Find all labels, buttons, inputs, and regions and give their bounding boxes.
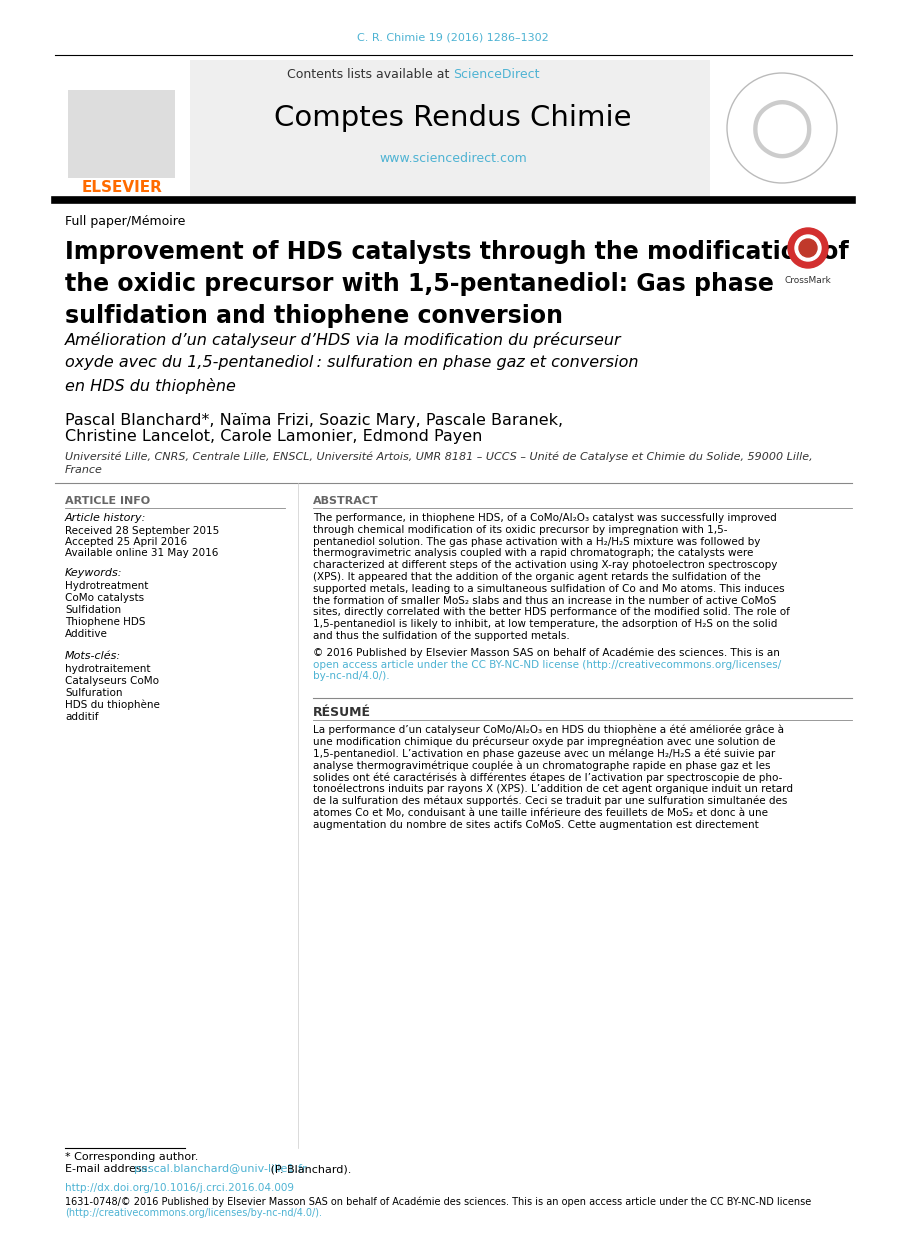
Text: (XPS). It appeared that the addition of the organic agent retards the sulfidatio: (XPS). It appeared that the addition of … bbox=[313, 572, 761, 582]
Text: C. R. Chimie 19 (2016) 1286–1302: C. R. Chimie 19 (2016) 1286–1302 bbox=[357, 33, 549, 43]
Text: Sulfidation: Sulfidation bbox=[65, 605, 122, 615]
Text: Université Lille, CNRS, Centrale Lille, ENSCL, Université Artois, UMR 8181 – UCC: Université Lille, CNRS, Centrale Lille, … bbox=[65, 452, 813, 462]
Text: Pascal Blanchard*, Naïma Frizi, Soazic Mary, Pascale Baranek,: Pascal Blanchard*, Naïma Frizi, Soazic M… bbox=[65, 413, 563, 428]
Text: Keywords:: Keywords: bbox=[65, 568, 122, 578]
Text: La performance d’un catalyseur CoMo/Al₂O₃ en HDS du thiophène a été améliorée gr: La performance d’un catalyseur CoMo/Al₂O… bbox=[313, 725, 784, 735]
Text: 1,5-pentanediol is likely to inhibit, at low temperature, the adsorption of H₂S : 1,5-pentanediol is likely to inhibit, at… bbox=[313, 619, 777, 629]
Text: tonoélectrons induits par rayons X (XPS). L’addition de cet agent organique indu: tonoélectrons induits par rayons X (XPS)… bbox=[313, 784, 793, 795]
Text: (P. Blanchard).: (P. Blanchard). bbox=[267, 1164, 352, 1174]
FancyBboxPatch shape bbox=[55, 59, 188, 198]
Text: thermogravimetric analysis coupled with a rapid chromatograph; the catalysts wer: thermogravimetric analysis coupled with … bbox=[313, 548, 754, 558]
Text: characterized at different steps of the activation using X-ray photoelectron spe: characterized at different steps of the … bbox=[313, 561, 777, 571]
FancyBboxPatch shape bbox=[190, 59, 710, 198]
Text: and thus the sulfidation of the supported metals.: and thus the sulfidation of the supporte… bbox=[313, 631, 570, 641]
Text: ELSEVIER: ELSEVIER bbox=[82, 181, 162, 196]
Circle shape bbox=[795, 235, 821, 261]
Text: the formation of smaller MoS₂ slabs and thus an increase in the number of active: the formation of smaller MoS₂ slabs and … bbox=[313, 595, 776, 605]
Text: additif: additif bbox=[65, 712, 99, 722]
Text: CoMo catalysts: CoMo catalysts bbox=[65, 593, 144, 603]
Text: une modification chimique du précurseur oxyde par impregnéation avec une solutio: une modification chimique du précurseur … bbox=[313, 737, 775, 748]
Text: Thiophene HDS: Thiophene HDS bbox=[65, 617, 145, 626]
Text: supported metals, leading to a simultaneous sulfidation of Co and Mo atoms. This: supported metals, leading to a simultane… bbox=[313, 584, 785, 594]
Text: Hydrotreatment: Hydrotreatment bbox=[65, 581, 149, 591]
Text: Sulfuration: Sulfuration bbox=[65, 688, 122, 698]
Text: Improvement of HDS catalysts through the modification of: Improvement of HDS catalysts through the… bbox=[65, 240, 849, 264]
Text: sulfidation and thiophene conversion: sulfidation and thiophene conversion bbox=[65, 305, 563, 328]
Text: ScienceDirect: ScienceDirect bbox=[453, 68, 540, 82]
Circle shape bbox=[788, 228, 828, 267]
Circle shape bbox=[799, 239, 817, 258]
Text: augmentation du nombre de sites actifs CoMoS. Cette augmentation est directement: augmentation du nombre de sites actifs C… bbox=[313, 820, 759, 829]
Text: 1,5-pentanediol. L’activation en phase gazeuse avec un mélange H₂/H₂S a été suiv: 1,5-pentanediol. L’activation en phase g… bbox=[313, 749, 775, 759]
Text: pentanediol solution. The gas phase activation with a H₂/H₂S mixture was followe: pentanediol solution. The gas phase acti… bbox=[313, 536, 760, 547]
Text: the oxidic precursor with 1,5-pentanediol: Gas phase: the oxidic precursor with 1,5-pentanedio… bbox=[65, 272, 774, 296]
Text: France: France bbox=[65, 465, 102, 475]
Text: E-mail address:: E-mail address: bbox=[65, 1164, 154, 1174]
Text: Amélioration d’un catalyseur d’HDS via la modification du précurseur: Amélioration d’un catalyseur d’HDS via l… bbox=[65, 332, 621, 348]
Text: http://dx.doi.org/10.1016/j.crci.2016.04.009: http://dx.doi.org/10.1016/j.crci.2016.04… bbox=[65, 1184, 294, 1193]
Text: RÉSUMÉ: RÉSUMÉ bbox=[313, 706, 371, 719]
Text: en HDS du thiophène: en HDS du thiophène bbox=[65, 378, 236, 394]
FancyBboxPatch shape bbox=[68, 90, 175, 178]
Text: (http://creativecommons.org/licenses/by-nc-nd/4.0/).: (http://creativecommons.org/licenses/by-… bbox=[65, 1208, 322, 1218]
Text: Mots-clés:: Mots-clés: bbox=[65, 651, 122, 661]
Text: through chemical modification of its oxidic precursor by impregnation with 1,5-: through chemical modification of its oxi… bbox=[313, 525, 727, 535]
Text: * Corresponding author.: * Corresponding author. bbox=[65, 1153, 199, 1162]
Text: Received 28 September 2015: Received 28 September 2015 bbox=[65, 526, 219, 536]
Text: ○: ○ bbox=[748, 92, 815, 165]
Text: hydrotraitement: hydrotraitement bbox=[65, 664, 151, 673]
Text: HDS du thiophène: HDS du thiophène bbox=[65, 699, 160, 711]
Text: by-nc-nd/4.0/).: by-nc-nd/4.0/). bbox=[313, 671, 390, 681]
Text: Catalyseurs CoMo: Catalyseurs CoMo bbox=[65, 676, 159, 686]
Text: Comptes Rendus Chimie: Comptes Rendus Chimie bbox=[274, 104, 632, 132]
Text: The performance, in thiophene HDS, of a CoMo/Al₂O₃ catalyst was successfully imp: The performance, in thiophene HDS, of a … bbox=[313, 513, 776, 522]
Text: ARTICLE INFO: ARTICLE INFO bbox=[65, 496, 151, 506]
Text: Contents lists available at: Contents lists available at bbox=[287, 68, 453, 82]
Text: www.sciencedirect.com: www.sciencedirect.com bbox=[379, 151, 527, 165]
Circle shape bbox=[727, 73, 837, 183]
FancyBboxPatch shape bbox=[712, 59, 852, 198]
Text: open access article under the CC BY-NC-ND license (http://creativecommons.org/li: open access article under the CC BY-NC-N… bbox=[313, 660, 781, 670]
Text: Additive: Additive bbox=[65, 629, 108, 639]
Text: CrossMark: CrossMark bbox=[785, 276, 832, 285]
Text: de la sulfuration des métaux supportés. Ceci se traduit par une sulfuration simu: de la sulfuration des métaux supportés. … bbox=[313, 796, 787, 806]
Text: Accepted 25 April 2016: Accepted 25 April 2016 bbox=[65, 537, 187, 547]
Text: ABSTRACT: ABSTRACT bbox=[313, 496, 379, 506]
Text: Article history:: Article history: bbox=[65, 513, 146, 522]
Text: pascal.blanchard@univ-lille1.fr: pascal.blanchard@univ-lille1.fr bbox=[134, 1164, 307, 1174]
Text: Christine Lancelot, Carole Lamonier, Edmond Payen: Christine Lancelot, Carole Lamonier, Edm… bbox=[65, 430, 483, 444]
Text: oxyde avec du 1,5-pentanediol : sulfuration en phase gaz et conversion: oxyde avec du 1,5-pentanediol : sulfurat… bbox=[65, 355, 639, 370]
Text: sites, directly correlated with the better HDS performance of the modified solid: sites, directly correlated with the bett… bbox=[313, 608, 790, 618]
Text: © 2016 Published by Elsevier Masson SAS on behalf of Académie des sciences. This: © 2016 Published by Elsevier Masson SAS … bbox=[313, 647, 780, 659]
Text: atomes Co et Mo, conduisant à une taille inférieure des feuillets de MoS₂ et don: atomes Co et Mo, conduisant à une taille… bbox=[313, 808, 768, 818]
Text: Available online 31 May 2016: Available online 31 May 2016 bbox=[65, 548, 219, 558]
Text: analyse thermogravimétrique couplée à un chromatographe rapide en phase gaz et l: analyse thermogravimétrique couplée à un… bbox=[313, 760, 771, 771]
Text: solides ont été caractérisés à différentes étapes de l’activation par spectrosco: solides ont été caractérisés à différent… bbox=[313, 773, 783, 782]
Text: 1631-0748/© 2016 Published by Elsevier Masson SAS on behalf of Académie des scie: 1631-0748/© 2016 Published by Elsevier M… bbox=[65, 1197, 811, 1207]
Text: Full paper/Mémoire: Full paper/Mémoire bbox=[65, 214, 185, 228]
